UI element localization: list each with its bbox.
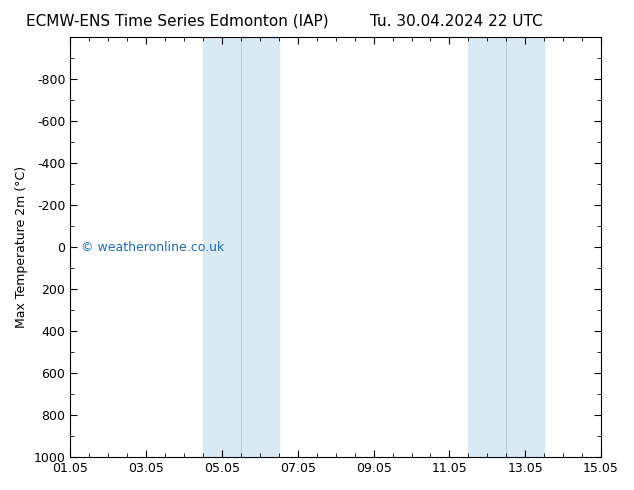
Bar	[469, 37, 507, 457]
Bar	[203, 37, 241, 457]
Bar	[241, 37, 279, 457]
Text: © weatheronline.co.uk: © weatheronline.co.uk	[81, 241, 224, 254]
Bar	[507, 37, 544, 457]
Text: ECMW-ENS Time Series Edmonton (IAP): ECMW-ENS Time Series Edmonton (IAP)	[26, 14, 329, 29]
Text: Tu. 30.04.2024 22 UTC: Tu. 30.04.2024 22 UTC	[370, 14, 543, 29]
Y-axis label: Max Temperature 2m (°C): Max Temperature 2m (°C)	[15, 166, 28, 328]
